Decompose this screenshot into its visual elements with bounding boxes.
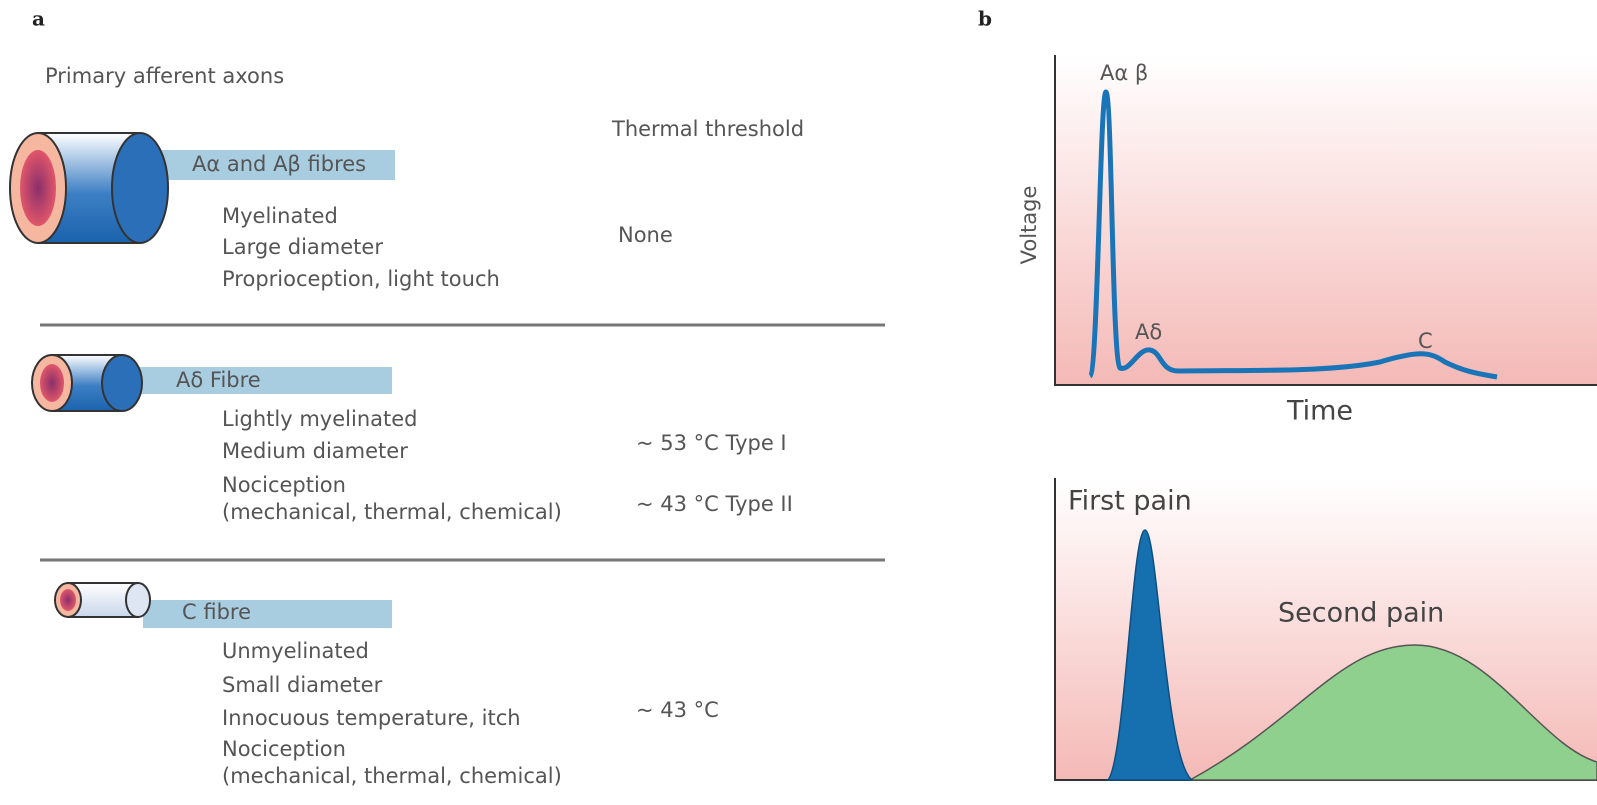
voltage-trace (1087, 89, 1498, 380)
property: Proprioception, light touch (222, 267, 500, 291)
property: Myelinated (222, 204, 338, 228)
property: Small diameter (222, 673, 383, 697)
first-pain-curve (1106, 529, 1195, 781)
peak-label: Aδ (1135, 320, 1162, 344)
property: Innocuous temperature, itch (222, 706, 521, 730)
fibre-name: C fibre (182, 600, 251, 624)
curve-label: Second pain (1278, 598, 1444, 629)
property: Nociception (222, 473, 346, 497)
plot-background (1055, 55, 1597, 385)
property: Unmyelinated (222, 639, 369, 663)
threshold: ~ 53 °C Type I (636, 431, 787, 455)
property: Large diameter (222, 235, 383, 259)
fibre-name: Aα and Aβ fibres (192, 152, 366, 176)
threshold: ~ 43 °C (636, 698, 719, 722)
panel-label: b (978, 7, 992, 31)
second-pain-curve (1189, 644, 1597, 781)
fibre-icon (54, 582, 392, 628)
property: (mechanical, thermal, chemical) (222, 764, 562, 788)
threshold: ~ 43 °C Type II (636, 492, 793, 516)
threshold: None (618, 223, 673, 247)
fibre-name: Aδ Fibre (176, 368, 261, 392)
property: Medium diameter (222, 439, 408, 463)
heading: Primary afferent axons (45, 64, 284, 88)
fibre-icon (9, 132, 395, 244)
axes (1054, 55, 1597, 386)
property: Lightly myelinated (222, 407, 417, 431)
property: (mechanical, thermal, chemical) (222, 500, 562, 524)
x-axis-label: Time (1286, 396, 1353, 427)
fibre-icon (31, 354, 392, 412)
threshold-heading: Thermal threshold (611, 117, 804, 141)
y-axis-label: Voltage (1017, 186, 1041, 265)
peak-label: Aα β (1100, 61, 1148, 85)
peak-label: C (1418, 329, 1433, 353)
curve-label: First pain (1068, 486, 1192, 517)
panel-label: a (32, 7, 45, 31)
property: Nociception (222, 737, 346, 761)
